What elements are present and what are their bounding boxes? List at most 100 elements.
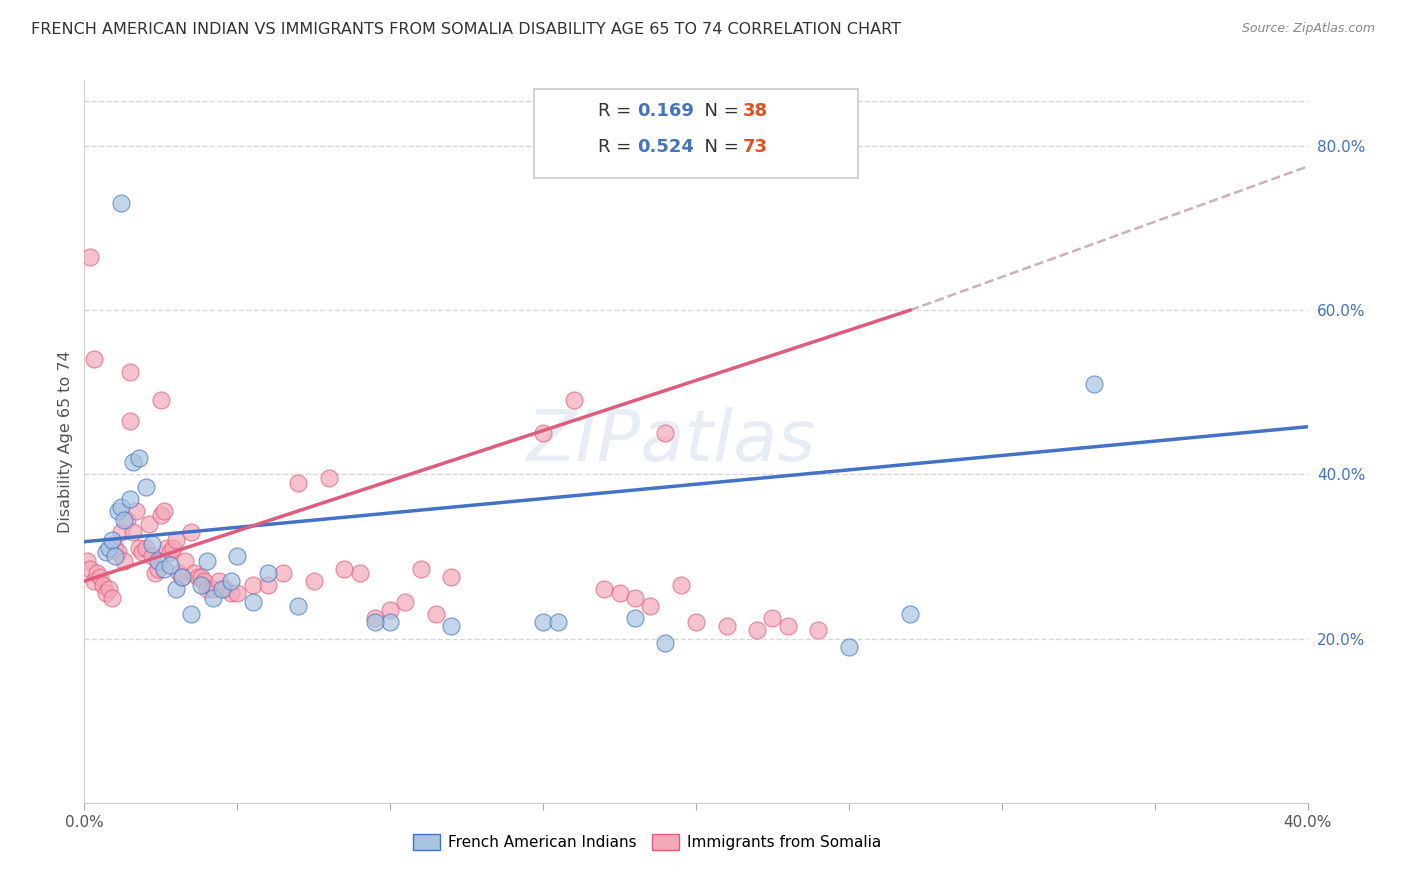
Point xyxy=(425,607,447,621)
Text: R =: R = xyxy=(598,138,637,156)
Point xyxy=(79,562,101,576)
Point xyxy=(83,574,105,588)
Point xyxy=(104,549,127,564)
Point xyxy=(162,541,184,556)
Point xyxy=(131,545,153,559)
Point xyxy=(242,594,264,608)
Point xyxy=(159,545,181,559)
Point xyxy=(531,426,554,441)
Point xyxy=(624,591,647,605)
Point xyxy=(128,450,150,465)
Point xyxy=(172,570,194,584)
Point xyxy=(149,393,172,408)
Point xyxy=(120,414,142,428)
Point xyxy=(624,611,647,625)
Point xyxy=(669,578,692,592)
Point xyxy=(562,393,585,408)
Text: FRENCH AMERICAN INDIAN VS IMMIGRANTS FROM SOMALIA DISABILITY AGE 65 TO 74 CORREL: FRENCH AMERICAN INDIAN VS IMMIGRANTS FRO… xyxy=(31,22,901,37)
Point xyxy=(654,426,676,441)
Point xyxy=(593,582,616,597)
Point xyxy=(186,570,208,584)
Point xyxy=(125,504,148,518)
Point xyxy=(79,250,101,264)
Point xyxy=(394,594,416,608)
Text: ZIPatlas: ZIPatlas xyxy=(527,407,815,476)
Point xyxy=(440,570,463,584)
Point xyxy=(214,582,236,597)
Text: N =: N = xyxy=(693,138,745,156)
Point xyxy=(287,475,309,490)
Point xyxy=(193,574,215,588)
Point xyxy=(86,566,108,580)
Point xyxy=(101,591,124,605)
Point xyxy=(128,541,150,556)
Point xyxy=(242,578,264,592)
Point xyxy=(838,640,860,654)
Point xyxy=(110,524,132,539)
Point xyxy=(226,549,249,564)
Point xyxy=(195,553,218,567)
Point xyxy=(257,578,280,592)
Point xyxy=(122,455,145,469)
Point xyxy=(349,566,371,580)
Point xyxy=(143,566,166,580)
Point xyxy=(146,562,169,576)
Point xyxy=(318,471,340,485)
Point xyxy=(364,611,387,625)
Text: Source: ZipAtlas.com: Source: ZipAtlas.com xyxy=(1241,22,1375,36)
Text: 0.169: 0.169 xyxy=(637,103,693,120)
Point xyxy=(76,553,98,567)
Point xyxy=(364,615,387,630)
Point xyxy=(91,578,114,592)
Point xyxy=(609,586,631,600)
Point xyxy=(257,566,280,580)
Point xyxy=(219,586,242,600)
Point xyxy=(104,541,127,556)
Point xyxy=(153,562,176,576)
Point xyxy=(156,541,179,556)
Point xyxy=(776,619,799,633)
Point xyxy=(271,566,294,580)
Text: 38: 38 xyxy=(742,103,768,120)
Point xyxy=(135,480,157,494)
Text: N =: N = xyxy=(693,103,745,120)
Point xyxy=(165,582,187,597)
Point xyxy=(172,570,194,584)
Point xyxy=(226,586,249,600)
Point xyxy=(141,549,163,564)
Point xyxy=(183,566,205,580)
Point xyxy=(159,558,181,572)
Point xyxy=(302,574,325,588)
Point xyxy=(97,582,120,597)
Point xyxy=(208,574,231,588)
Point xyxy=(685,615,707,630)
Point xyxy=(333,562,356,576)
Point xyxy=(107,545,129,559)
Point xyxy=(83,352,105,367)
Point xyxy=(409,562,432,576)
Point xyxy=(107,504,129,518)
Point xyxy=(138,516,160,531)
Point xyxy=(654,636,676,650)
Point xyxy=(195,582,218,597)
Point xyxy=(211,582,233,597)
Point xyxy=(716,619,738,633)
Point xyxy=(190,578,212,592)
Point xyxy=(89,570,111,584)
Point xyxy=(110,196,132,211)
Point xyxy=(141,537,163,551)
Point xyxy=(547,615,569,630)
Text: 73: 73 xyxy=(742,138,768,156)
Legend: French American Indians, Immigrants from Somalia: French American Indians, Immigrants from… xyxy=(406,828,887,856)
Point xyxy=(120,491,142,506)
Point xyxy=(110,500,132,515)
Point xyxy=(201,591,224,605)
Text: 0.524: 0.524 xyxy=(637,138,693,156)
Point xyxy=(1083,377,1105,392)
Point xyxy=(112,512,135,526)
Point xyxy=(898,607,921,621)
Point xyxy=(165,533,187,547)
Point xyxy=(440,619,463,633)
Point xyxy=(97,541,120,556)
Point xyxy=(638,599,661,613)
